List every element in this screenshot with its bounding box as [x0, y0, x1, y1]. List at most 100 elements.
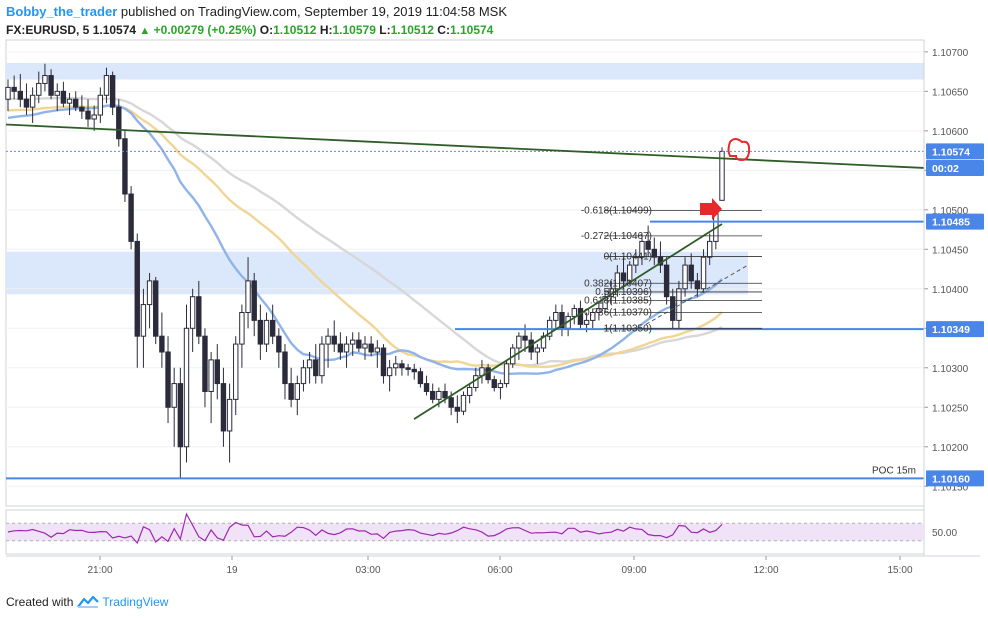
candle-body	[596, 308, 602, 313]
price-axis-label: 1.10600	[932, 127, 969, 138]
candle-body	[153, 280, 159, 337]
candle-body	[48, 75, 54, 96]
candle-body	[386, 367, 393, 377]
candle-body	[11, 86, 17, 92]
thumbs-down-icon	[727, 138, 751, 162]
candle	[196, 280, 202, 345]
candle	[319, 336, 325, 384]
candle	[171, 367, 177, 447]
candle-body	[325, 335, 331, 345]
candle	[109, 71, 116, 116]
candle	[165, 336, 171, 424]
candle-body	[319, 343, 325, 377]
axis-price-tag-label: 1.10349	[932, 324, 970, 336]
price-chart[interactable]: -0.618(1.10499) -0.272(1.10467) 0(1.10441)…	[0, 0, 988, 590]
candle-body	[356, 339, 362, 349]
candle-body	[36, 82, 42, 96]
candle-body	[676, 288, 682, 321]
candle-body	[171, 383, 177, 408]
publish-line: Bobby_the_trader published on TradingVie…	[6, 3, 986, 21]
candle-body	[337, 343, 344, 353]
candle-body	[645, 240, 651, 250]
candle-body	[66, 98, 73, 104]
published-text: published on TradingView.com, September …	[117, 4, 508, 19]
ohlc-line: FX:EURUSD, 5 1.10574 ▲ +0.00279 (+0.25%)…	[6, 21, 986, 39]
candle	[719, 147, 725, 201]
candle-body	[165, 351, 171, 408]
author-name[interactable]: Bobby_the_trader	[6, 4, 118, 19]
candle-body	[134, 240, 140, 337]
candle	[23, 83, 30, 116]
axis-price-tag	[926, 143, 984, 160]
descending-trendline	[5, 123, 925, 169]
tradingview-brand[interactable]: TradingView	[102, 595, 169, 609]
candle	[694, 273, 701, 297]
axis-price-tag-label: 1.10485	[932, 217, 970, 229]
candle-body	[448, 397, 454, 408]
candle-body	[5, 86, 11, 100]
candle-body	[399, 363, 405, 369]
time-axis-label: 06:00	[487, 565, 512, 576]
candle	[337, 332, 344, 360]
fib-level-label: -0.618(1.10499)	[581, 206, 652, 217]
price-change: +0.00279 (+0.25%)	[153, 23, 257, 37]
candle	[645, 225, 651, 258]
candle-body	[590, 311, 596, 321]
candle-body	[189, 296, 196, 329]
candle-body	[294, 383, 300, 400]
candle	[503, 359, 510, 388]
time-axis-label: 15:00	[887, 565, 912, 576]
rsi-line	[7, 512, 723, 545]
candle	[276, 328, 282, 368]
candle-body	[343, 343, 350, 353]
candle	[214, 344, 220, 400]
axis-price-tag-label: 1.10160	[932, 473, 970, 485]
candle	[423, 375, 430, 396]
time-axis-label: 12:00	[753, 565, 778, 576]
candle-body	[460, 394, 467, 412]
candle-body	[626, 264, 633, 282]
candle-body	[331, 335, 337, 345]
fib-level-label: 0.618(1.10385)	[584, 296, 652, 307]
candle	[91, 105, 97, 131]
candle-body	[233, 343, 239, 400]
fib-level-label: 0.5(1.10396)	[595, 287, 652, 298]
rsi-axis-label: 50.00	[932, 528, 957, 539]
close-label: C:	[437, 23, 450, 37]
candle	[263, 312, 270, 352]
candle	[454, 395, 461, 424]
candle	[405, 363, 411, 376]
candle	[122, 130, 128, 202]
candle-body	[91, 114, 97, 120]
fib-level-label: 0(1.10441)	[604, 251, 652, 262]
candle	[380, 344, 387, 384]
candle-body	[688, 264, 694, 282]
candle	[706, 233, 713, 266]
candle-body	[220, 383, 227, 432]
candle	[663, 257, 670, 305]
candle-body	[23, 98, 30, 108]
candle	[596, 300, 602, 321]
candle-body	[239, 311, 245, 345]
candle	[639, 233, 645, 266]
candle	[356, 332, 362, 352]
candle-body	[269, 319, 276, 337]
candle	[553, 304, 559, 329]
price-axis-label: 1.10700	[932, 48, 969, 59]
resistance-zone	[6, 62, 924, 80]
candle	[220, 367, 227, 447]
candle	[177, 367, 184, 479]
candle-body	[282, 351, 288, 385]
candle	[682, 257, 688, 297]
candle-body	[349, 339, 356, 345]
created-with-text: Created with	[6, 595, 74, 609]
open-label: O:	[259, 23, 274, 37]
candle-body	[159, 335, 165, 353]
candle-body	[196, 296, 202, 337]
price-axis-label: 1.10500	[932, 206, 969, 217]
candle	[85, 99, 91, 127]
candle-body	[245, 280, 251, 313]
rsi-band	[6, 523, 924, 541]
candle	[651, 237, 657, 266]
candle-body	[682, 264, 688, 290]
